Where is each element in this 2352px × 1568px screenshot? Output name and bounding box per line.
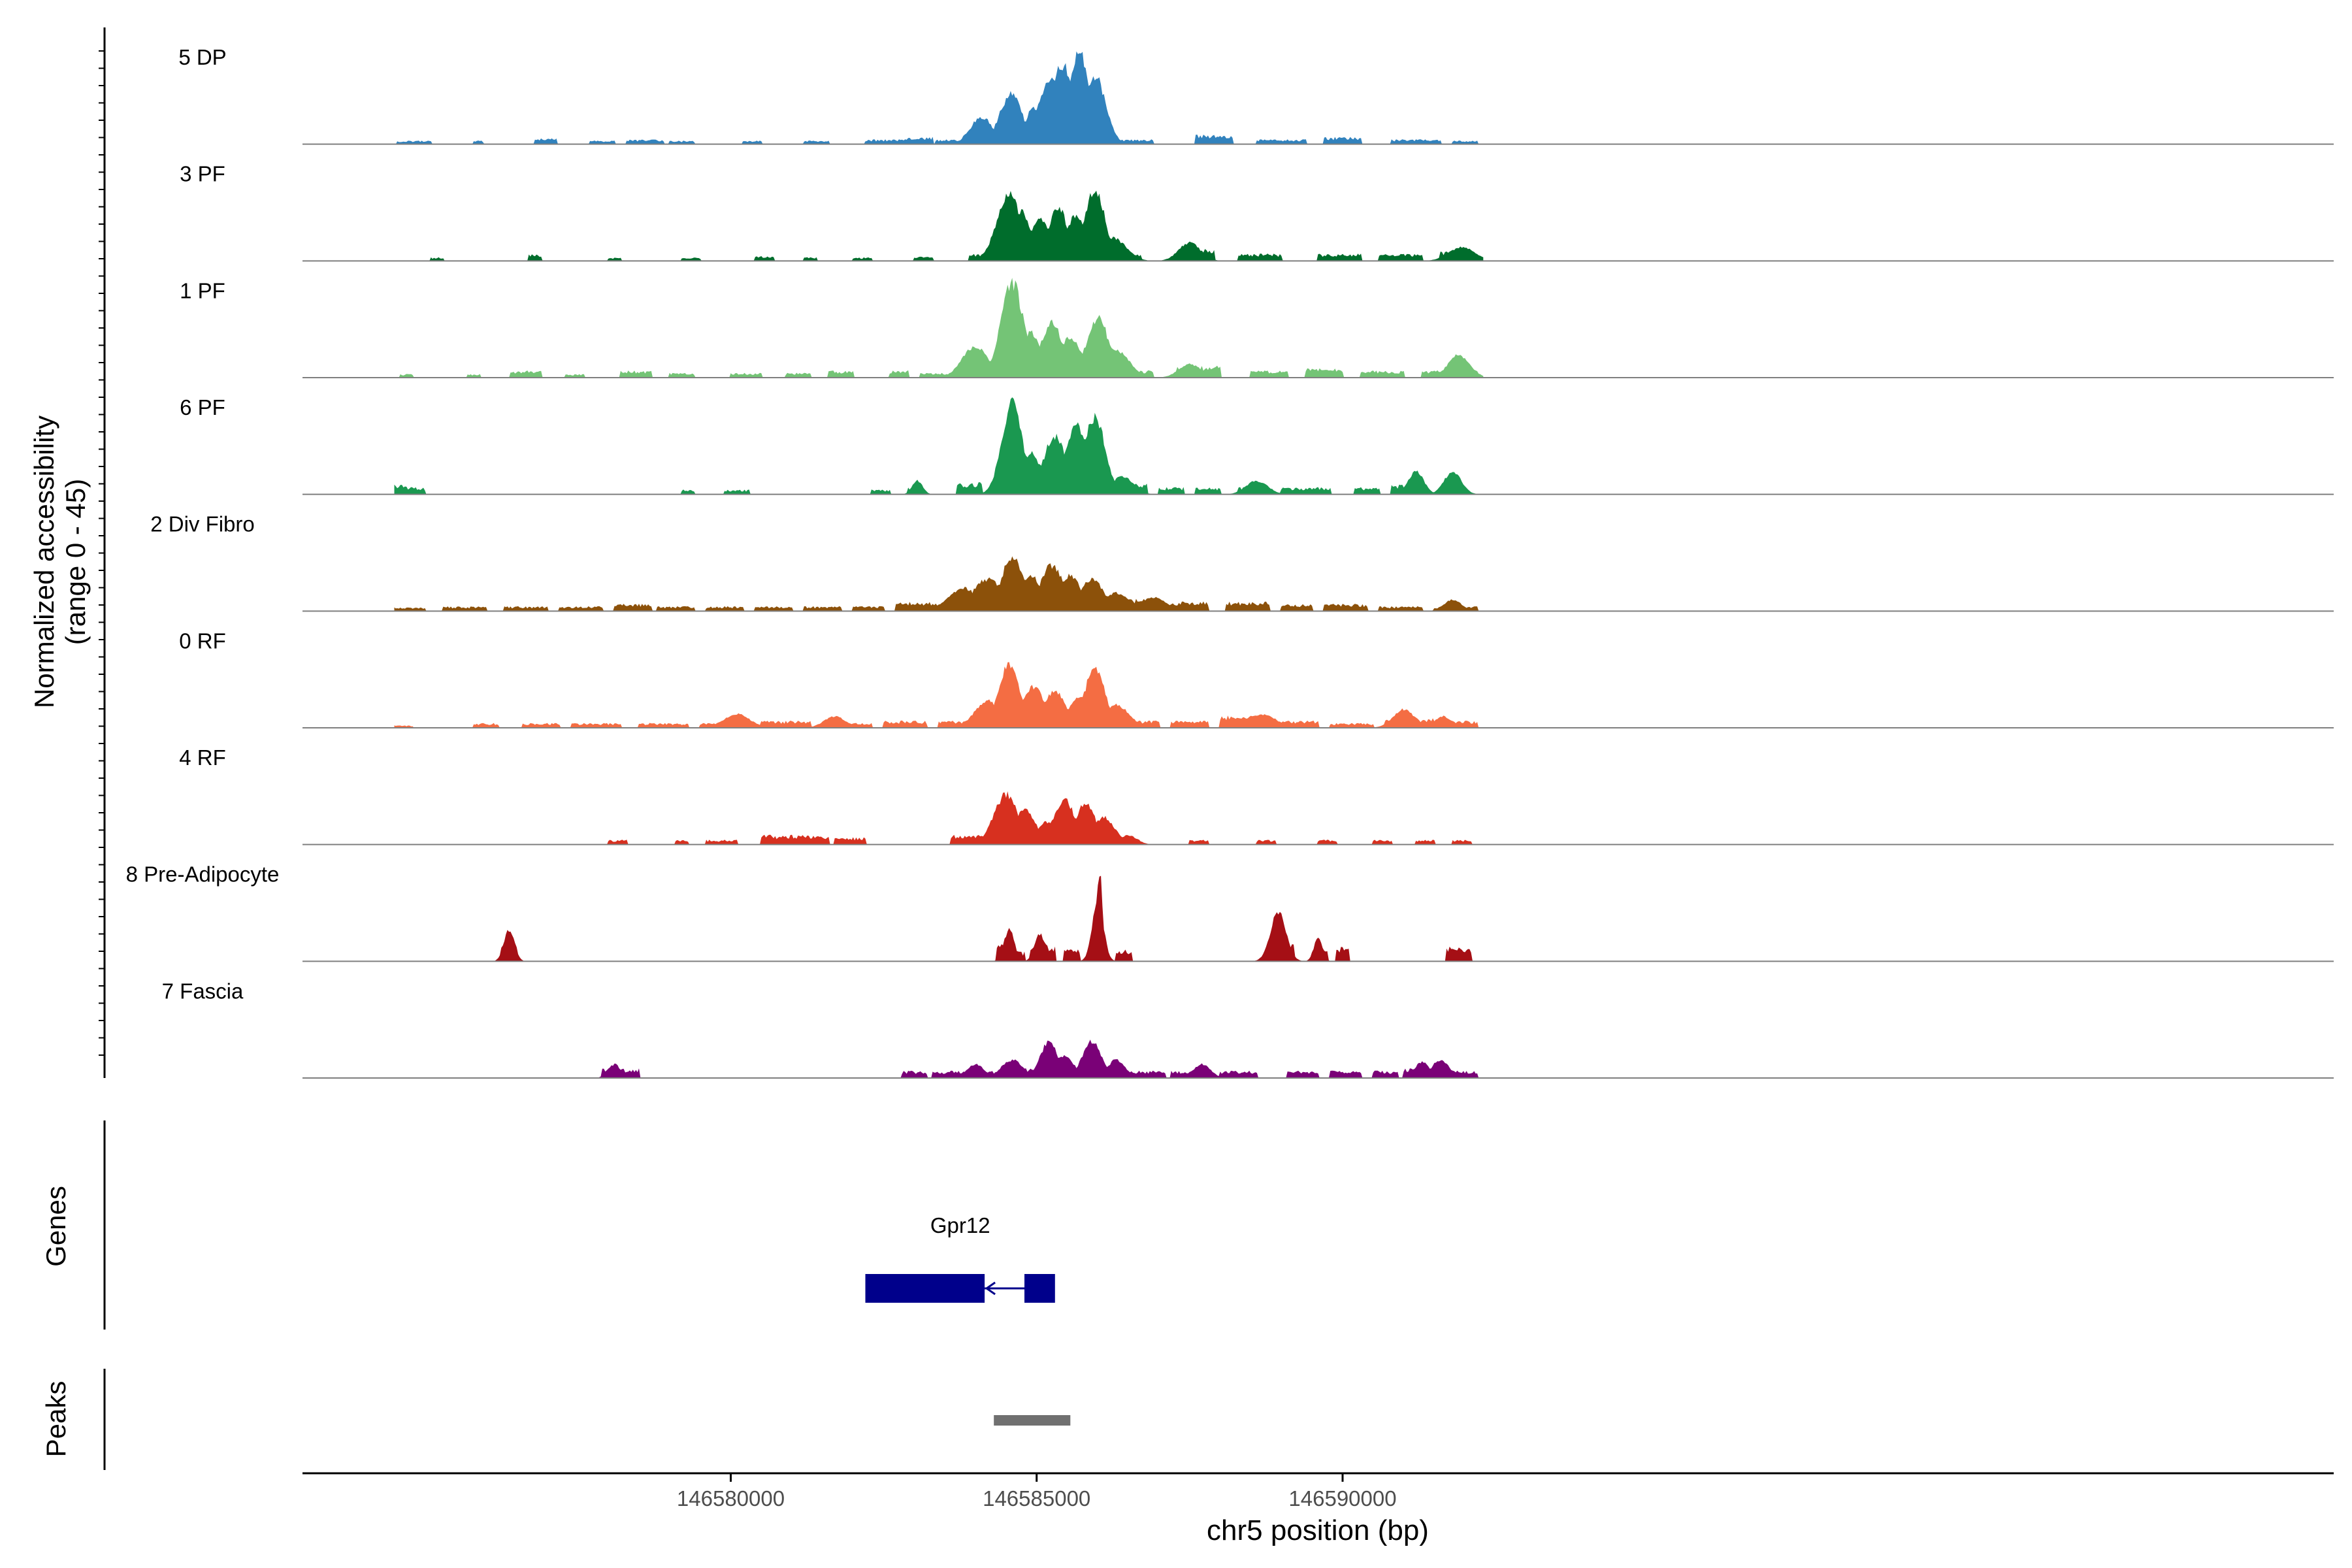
track-label: 0 RF — [179, 629, 226, 653]
gene-track: Gpr12 — [865, 1213, 1055, 1303]
strand-arrow-icon — [985, 1281, 996, 1296]
track-label: 2 Div Fibro — [150, 512, 255, 536]
track-label: 4 RF — [179, 745, 226, 770]
track-label: 5 DP — [178, 45, 226, 69]
coverage-track: 5 DP — [178, 45, 2334, 145]
y-axis-ticks — [99, 50, 105, 1056]
coverage-track: 7 Fascia — [162, 979, 2334, 1079]
track-label: 8 Pre-Adipocyte — [126, 862, 280, 887]
genes-panel-label: Genes — [41, 1186, 71, 1267]
peak-track — [994, 1415, 1071, 1426]
gene-exon — [1024, 1274, 1055, 1303]
x-axis-tick-label: 146585000 — [983, 1486, 1090, 1511]
x-axis-ticks: 146580000 146585000 146590000 — [677, 1473, 1397, 1511]
coverage-area — [394, 1039, 1484, 1078]
y-axis-label-line2: (range 0 - 45) — [60, 479, 91, 645]
coverage-track: 6 PF — [180, 395, 2334, 495]
peak-region — [994, 1415, 1071, 1426]
coverage-track: 0 RF — [179, 629, 2334, 728]
x-axis-tick-label: 146580000 — [677, 1486, 785, 1511]
gene-exon — [865, 1274, 985, 1303]
coverage-area — [394, 875, 1484, 962]
peaks-panel-label: Peaks — [41, 1381, 71, 1458]
coverage-tracks: 5 DP 3 PF 1 PF 6 PF 2 Div Fibro 0 RF 4 RF 8 Pre… — [126, 45, 2334, 1079]
track-label: 1 PF — [180, 278, 225, 302]
y-axis-label-line1: Normalized accessibility — [29, 416, 59, 708]
track-label: 7 Fascia — [162, 979, 244, 1003]
gene-name-label: Gpr12 — [930, 1213, 990, 1237]
coverage-track: 4 RF — [179, 745, 2334, 845]
coverage-track: 2 Div Fibro — [150, 512, 2334, 612]
track-label: 6 PF — [180, 395, 225, 419]
x-axis-label: chr5 position (bp) — [1207, 1514, 1429, 1546]
coverage-track: 8 Pre-Adipocyte — [126, 862, 2334, 962]
coverage-track: 3 PF — [180, 162, 2334, 262]
track-label: 3 PF — [180, 162, 225, 186]
x-axis-tick-label: 146590000 — [1288, 1486, 1396, 1511]
coverage-track: 1 PF — [180, 278, 2334, 378]
